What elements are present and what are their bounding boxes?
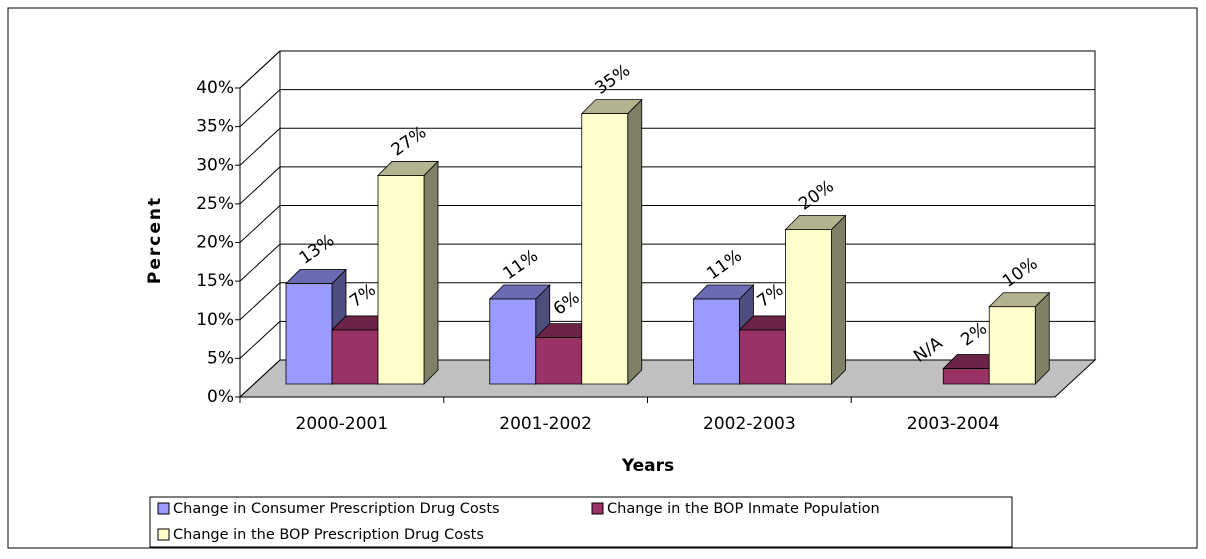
bar-front — [693, 298, 740, 385]
legend-swatch — [157, 502, 170, 515]
x-axis-label: Years — [621, 456, 674, 476]
bar-front — [489, 298, 537, 385]
bar-front — [581, 113, 629, 385]
y-tick-label: 30% — [196, 155, 234, 175]
bar — [377, 160, 439, 385]
bar-front — [942, 368, 990, 385]
bar-front — [988, 306, 1036, 385]
x-tick-label: 2003-2004 — [907, 414, 1000, 434]
grid-line — [239, 89, 1095, 127]
grid-line — [239, 50, 1095, 89]
y-tick-label: 25% — [196, 194, 234, 214]
bar-front — [785, 229, 832, 385]
y-tick-label: 15% — [196, 271, 234, 291]
y-axis-label: Percent — [145, 196, 165, 284]
x-tick-label: 2001-2002 — [499, 414, 592, 434]
y-tick-label: 5% — [207, 348, 234, 368]
legend-label: Change in the BOP Inmate Population — [607, 501, 880, 517]
bar-front — [535, 337, 583, 385]
bar-front — [285, 283, 333, 385]
grid-line — [239, 205, 1095, 243]
bar-side — [423, 160, 439, 385]
bar-side — [831, 214, 846, 385]
y-tick-label: 40% — [196, 78, 234, 98]
legend-label: Change in the BOP Prescription Drug Cost… — [173, 527, 484, 543]
bar-front — [377, 175, 425, 385]
legend-swatch — [591, 502, 604, 515]
y-tick-label: 0% — [207, 387, 234, 407]
y-tick-label: 10% — [196, 310, 234, 330]
bar-front — [739, 329, 786, 385]
bar-side — [1034, 291, 1050, 385]
bar-front — [331, 329, 379, 385]
bar-side — [627, 98, 643, 385]
legend-swatch — [157, 528, 170, 541]
x-tick-label: 2002-2003 — [703, 414, 796, 434]
bar — [784, 214, 847, 385]
x-tick-label: 2000-2001 — [296, 414, 389, 434]
y-tick-label: 35% — [196, 117, 234, 137]
legend-label: Change in Consumer Prescription Drug Cos… — [173, 501, 500, 517]
legend-box — [149, 496, 1013, 548]
y-tick-label: 20% — [196, 233, 234, 253]
grid-line — [239, 166, 1095, 205]
grid-line — [239, 127, 1095, 166]
bar — [988, 291, 1051, 385]
bar — [580, 98, 643, 385]
